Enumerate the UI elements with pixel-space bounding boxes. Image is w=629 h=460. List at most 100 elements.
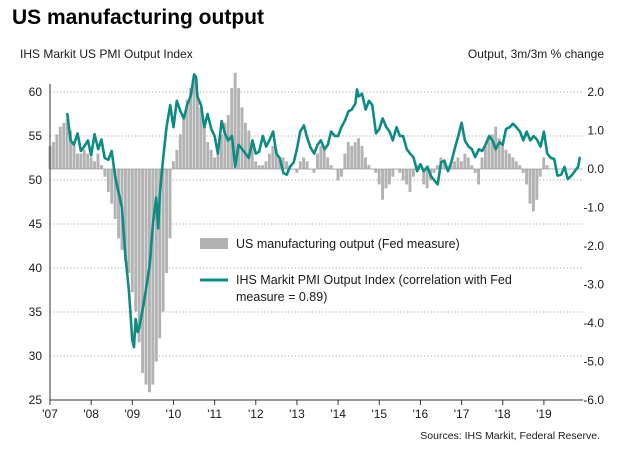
output-bar — [435, 165, 439, 169]
output-bar — [477, 169, 481, 185]
output-bar — [398, 169, 402, 173]
output-bar — [213, 157, 217, 169]
output-bar — [267, 153, 271, 169]
x-tick-label: '13 — [289, 407, 305, 421]
output-bar — [230, 88, 234, 169]
output-bar — [154, 169, 158, 362]
output-bar — [466, 157, 470, 169]
x-tick-label: '12 — [248, 407, 264, 421]
output-bar — [69, 130, 73, 169]
output-bar — [360, 145, 364, 169]
output-bar — [165, 169, 169, 273]
x-tick-label: '19 — [536, 407, 552, 421]
output-bar — [65, 118, 69, 169]
output-bar — [459, 161, 463, 169]
output-bar — [329, 165, 333, 169]
x-tick-label: '18 — [495, 407, 511, 421]
output-bar — [473, 169, 477, 173]
output-bar — [285, 161, 289, 169]
output-bar — [82, 149, 86, 169]
output-bar — [381, 169, 385, 200]
output-bar — [363, 157, 367, 169]
output-bar — [319, 145, 323, 169]
output-bar — [374, 169, 378, 173]
output-bar — [531, 169, 535, 212]
output-bar — [86, 153, 90, 169]
right-tick-label: 0.0 — [587, 162, 604, 176]
output-bar — [336, 169, 340, 181]
output-bar — [353, 142, 357, 169]
output-bar — [302, 157, 306, 169]
output-bar — [261, 165, 265, 169]
output-bar — [315, 153, 319, 169]
output-bar — [545, 165, 549, 169]
output-bar — [168, 169, 172, 239]
left-tick-label: 25 — [29, 393, 43, 407]
output-bar — [487, 138, 491, 169]
right-tick-label: 2.0 — [587, 85, 604, 99]
output-bar — [274, 149, 278, 169]
output-bar — [425, 169, 429, 189]
output-bar — [113, 169, 117, 220]
output-bar — [206, 142, 210, 169]
output-bar — [501, 145, 505, 169]
x-tick-label: '15 — [371, 407, 387, 421]
right-tick-label: -4.0 — [583, 316, 604, 330]
output-bar — [185, 99, 189, 169]
right-tick-label: -2.0 — [583, 239, 604, 253]
output-bar — [233, 72, 237, 169]
output-bar — [511, 157, 515, 169]
output-bar — [305, 161, 309, 169]
output-bar — [453, 161, 457, 169]
output-bar — [339, 169, 343, 177]
output-bar — [322, 149, 326, 169]
output-bar — [216, 149, 220, 169]
output-bar — [226, 115, 230, 169]
x-tick-label: '10 — [166, 407, 182, 421]
output-bar — [470, 165, 474, 169]
output-bar — [117, 169, 121, 239]
output-bar — [456, 157, 460, 169]
output-bar — [158, 169, 162, 339]
output-bar — [243, 122, 247, 169]
output-bar — [497, 138, 501, 169]
right-axis-label: Output, 3m/3m % change — [467, 47, 604, 61]
output-bar — [528, 169, 532, 204]
output-bar — [442, 161, 446, 169]
left-tick-label: 35 — [29, 305, 43, 319]
output-bar — [130, 169, 134, 293]
output-bar — [182, 115, 186, 169]
output-bar — [99, 165, 103, 169]
output-bar — [89, 157, 93, 169]
right-tick-label: 1.0 — [587, 124, 604, 138]
output-bar — [449, 165, 453, 169]
output-bar — [72, 145, 76, 169]
output-bar — [223, 122, 227, 169]
output-bar — [387, 169, 391, 185]
output-bar — [240, 107, 244, 169]
x-tick-label: '07 — [42, 407, 58, 421]
output-bar — [202, 126, 206, 169]
left-tick-label: 55 — [29, 129, 43, 143]
output-bar — [247, 130, 251, 169]
output-bar — [219, 134, 223, 169]
output-bar — [171, 161, 175, 169]
output-bar — [384, 169, 388, 189]
output-bar — [483, 145, 487, 169]
output-bar — [490, 134, 494, 169]
output-bar — [408, 169, 412, 193]
output-bar — [134, 169, 138, 312]
output-bar — [271, 145, 275, 169]
output-bar — [391, 169, 395, 177]
output-bar — [151, 169, 155, 385]
x-tick-label: '16 — [413, 407, 429, 421]
source-note: Sources: IHS Markit, Federal Reserve. — [420, 430, 600, 442]
output-bar — [377, 169, 381, 185]
output-bar — [110, 169, 114, 204]
output-bar — [141, 169, 145, 374]
output-bar — [237, 88, 241, 169]
output-bar — [79, 153, 83, 169]
right-tick-label: -5.0 — [583, 355, 604, 369]
output-bar — [357, 138, 361, 169]
